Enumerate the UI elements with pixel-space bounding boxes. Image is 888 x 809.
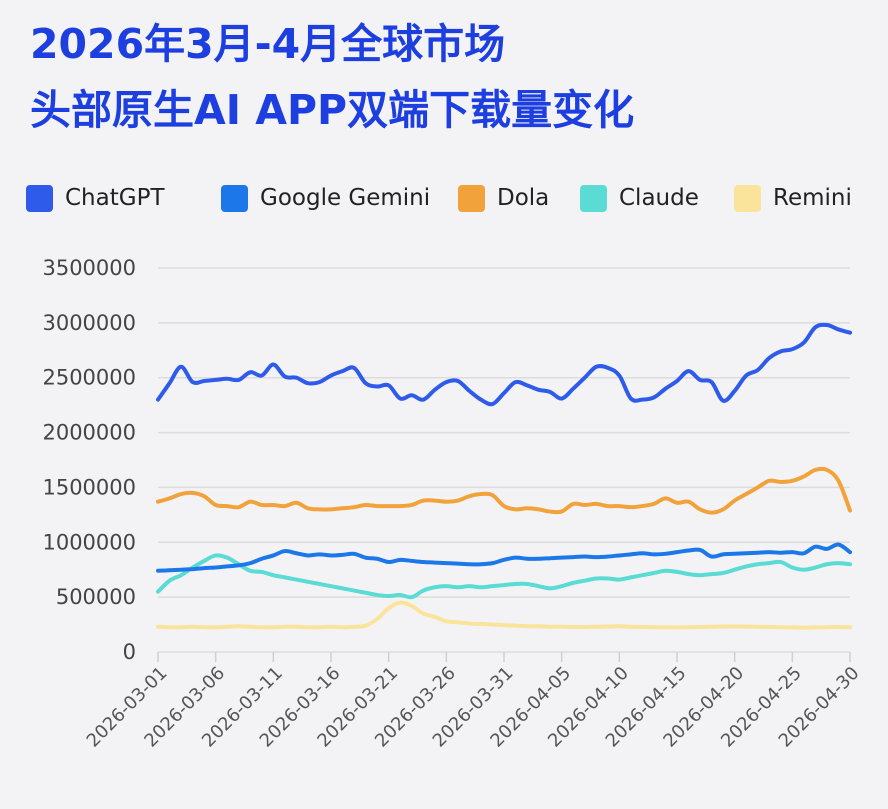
y-tick-label: 1500000	[42, 475, 136, 499]
series-line-claude	[156, 553, 852, 600]
page-title-line2: 头部原生AI APP双端下载量变化	[30, 86, 635, 134]
legend-label-chatgpt: ChatGPT	[65, 185, 165, 211]
legend-swatch-chatgpt	[26, 184, 53, 212]
y-tick-label: 2500000	[42, 366, 136, 390]
page-title-line1: 2026年3月-4月全球市场	[30, 20, 506, 68]
legend-item-dola[interactable]: Dola	[458, 180, 549, 216]
y-tick-label: 1000000	[42, 530, 136, 554]
legend-label-google-gemini: Google Gemini	[260, 185, 431, 211]
series-line-chatgpt	[156, 322, 852, 407]
legend-item-remini[interactable]: Remini	[734, 180, 852, 216]
x-axis-ticks: 2026-03-012026-03-062026-03-112026-03-16…	[83, 652, 864, 752]
y-axis-ticks: 0 500000 1000000 1500000 2000000 2500000 30000…	[42, 256, 136, 664]
y-tick-label: 2000000	[42, 421, 136, 445]
series-line-remini	[156, 600, 852, 630]
y-tick-label: 0	[123, 640, 136, 664]
legend-item-google-gemini[interactable]: Google Gemini	[221, 180, 430, 216]
legend-swatch-claude	[580, 184, 607, 212]
legend-label-remini: Remini	[773, 185, 852, 211]
y-tick-label: 500000	[56, 585, 136, 609]
chart-legend: ChatGPT Google Gemini Dola Claude Remini	[26, 180, 884, 216]
legend-swatch-google-gemini	[221, 184, 248, 212]
legend-swatch-remini	[734, 184, 761, 212]
y-tick-label: 3500000	[42, 256, 136, 280]
legend-item-claude[interactable]: Claude	[580, 180, 699, 216]
series-line-google-gemini	[156, 542, 852, 573]
series-line-dola	[156, 466, 852, 515]
legend-label-claude: Claude	[619, 185, 699, 211]
legend-label-dola: Dola	[497, 185, 550, 211]
legend-swatch-dola	[458, 184, 485, 212]
legend-item-chatgpt[interactable]: ChatGPT	[26, 180, 165, 216]
grid-lines	[158, 267, 850, 653]
y-tick-label: 3000000	[42, 311, 136, 335]
series-lines	[156, 322, 852, 630]
